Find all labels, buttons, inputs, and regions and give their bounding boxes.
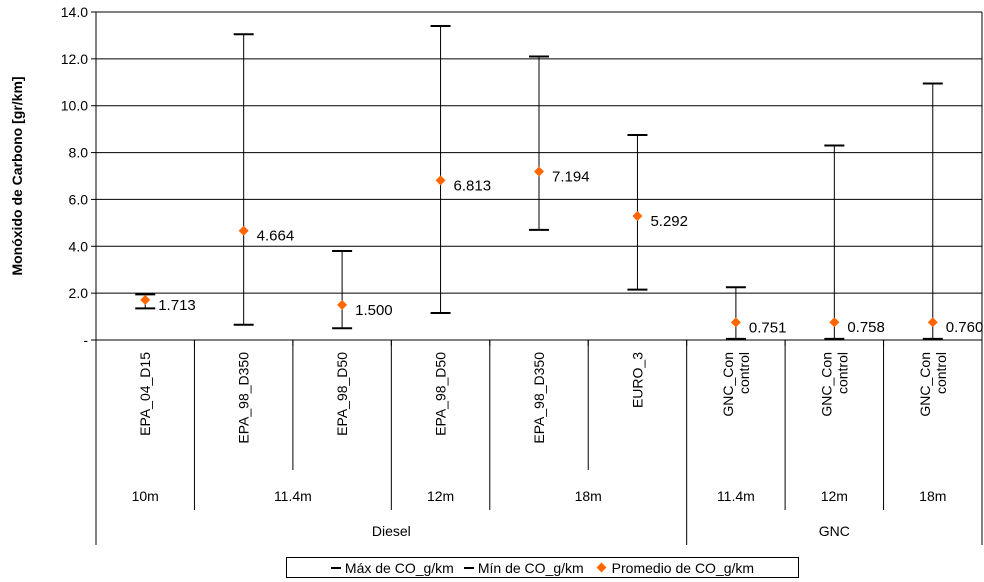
category-label: control bbox=[933, 352, 949, 394]
average-marker bbox=[435, 175, 446, 186]
y-tick-label: 6.0 bbox=[69, 191, 89, 207]
average-data-label: 1.500 bbox=[355, 302, 393, 319]
category-label: control bbox=[834, 352, 850, 394]
y-tick-label: 4.0 bbox=[69, 238, 89, 254]
average-marker bbox=[632, 211, 643, 222]
legend-item-avg: Promedio de CO_g/km bbox=[594, 560, 754, 576]
legend-max-swatch bbox=[330, 566, 341, 569]
category-label: GNC_Con bbox=[818, 352, 834, 417]
length-group-label: 10m bbox=[132, 488, 159, 504]
average-data-label: 7.194 bbox=[552, 168, 590, 185]
average-data-label: 1.713 bbox=[158, 297, 196, 314]
y-tick-label: 2.0 bbox=[69, 285, 89, 301]
y-tick-label: 10.0 bbox=[61, 98, 88, 114]
legend-min-swatch bbox=[463, 566, 474, 569]
average-data-label: 6.813 bbox=[454, 177, 492, 194]
category-label: EPA_98_D50 bbox=[334, 352, 350, 436]
category-label: control bbox=[736, 352, 752, 394]
length-group-label: 18m bbox=[919, 488, 946, 504]
average-marker bbox=[337, 299, 348, 310]
legend-avg-swatch bbox=[596, 562, 607, 573]
category-label: EPA_04_D15 bbox=[137, 352, 153, 436]
legend: Máx de CO_g/km Mín de CO_g/km Promedio d… bbox=[286, 557, 799, 578]
category-label: EURO_3 bbox=[629, 352, 645, 408]
average-data-label: 0.751 bbox=[749, 319, 787, 336]
y-tick-label: 8.0 bbox=[69, 145, 89, 161]
legend-min-label: Mín de CO_g/km bbox=[477, 559, 584, 576]
average-data-label: 0.760 bbox=[946, 319, 984, 336]
category-label: EPA_98_D350 bbox=[531, 352, 547, 444]
length-group-label: 12m bbox=[427, 488, 454, 504]
legend-item-min: Mín de CO_g/km bbox=[463, 559, 584, 576]
legend-avg-label: Promedio de CO_g/km bbox=[611, 559, 755, 576]
y-tick-label: - bbox=[83, 332, 88, 348]
fuel-group-label: GNC bbox=[819, 523, 850, 539]
average-data-label: 4.664 bbox=[257, 228, 295, 245]
average-marker bbox=[238, 225, 249, 236]
y-axis-title: Monóxido de Carbono [gr/km] bbox=[9, 76, 25, 275]
average-marker bbox=[829, 317, 840, 328]
length-group-label: 18m bbox=[575, 488, 602, 504]
average-marker bbox=[927, 317, 938, 328]
average-marker bbox=[140, 294, 151, 305]
legend-max-label: Máx de CO_g/km bbox=[344, 559, 454, 576]
y-tick-label: 14.0 bbox=[61, 4, 88, 20]
fuel-group-label: Diesel bbox=[372, 523, 411, 539]
legend-item-max: Máx de CO_g/km bbox=[330, 559, 454, 576]
category-label: GNC_Con bbox=[917, 352, 933, 417]
length-group-label: 11.4m bbox=[274, 488, 312, 504]
category-label: EPA_98_D50 bbox=[433, 352, 449, 436]
average-data-label: 5.292 bbox=[650, 213, 688, 230]
category-label: EPA_98_D350 bbox=[236, 352, 252, 444]
length-group-label: 11.4m bbox=[717, 488, 755, 504]
y-tick-label: 12.0 bbox=[61, 51, 88, 67]
length-group-label: 12m bbox=[821, 488, 848, 504]
average-marker bbox=[730, 317, 741, 328]
category-label: GNC_Con bbox=[720, 352, 736, 417]
average-marker bbox=[534, 166, 544, 177]
average-data-label: 0.758 bbox=[847, 319, 885, 336]
